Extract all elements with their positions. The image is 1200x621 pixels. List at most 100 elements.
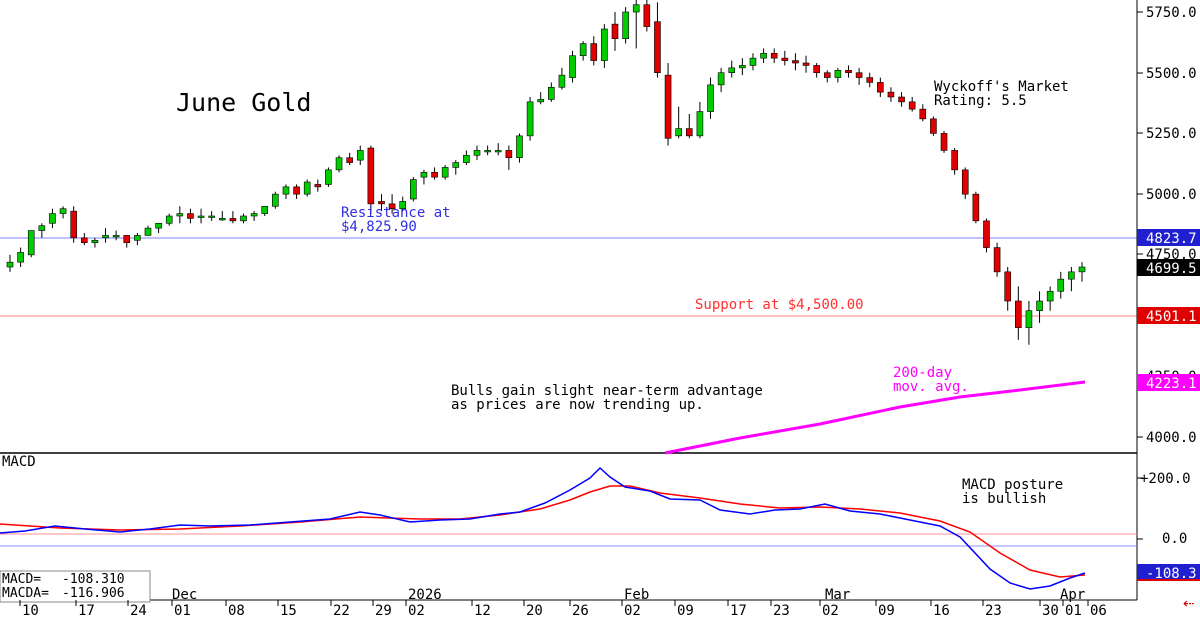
candle-body [197,215,205,218]
candle-body [792,60,799,64]
tick-label: 5250.0 [1146,126,1197,142]
date-label: 12 [474,603,491,619]
candle-body [102,235,109,239]
candle-body [654,21,661,74]
candle-body [1046,290,1054,302]
candle-body [165,215,173,224]
date-label: 16 [933,603,950,619]
candle-body [49,213,56,224]
candle-body [91,239,99,244]
price-badges: 4823.7 4699.5 4501.1 4223.1 [1137,229,1200,392]
price-ticks [1137,11,1143,438]
tick-label: 4000.0 [1146,430,1197,446]
macd-readout-box [0,570,151,603]
date-label: 22 [333,603,350,619]
candle-body [877,82,884,93]
candle-body [123,235,131,244]
candle-body [208,215,215,218]
candle-body [463,154,470,163]
candle-body [484,150,491,153]
date-label: 06 [1090,603,1107,619]
candle-body [643,4,651,27]
candle-body [505,150,513,159]
candle-body [410,179,417,200]
candle-body [770,52,778,59]
macda-readout-value: -116.906 [62,586,125,601]
candle-body [1057,278,1065,292]
macda-readout-label: MACDA= [2,586,49,601]
ma-200-line [664,380,1086,455]
candle-body [548,86,555,100]
candles [6,0,1086,345]
candle-body [441,167,449,178]
candle-body [272,193,279,207]
candle-body [802,62,810,66]
candle-body [38,225,46,231]
badge-last [1137,259,1200,276]
candle-body [1078,266,1086,273]
macd-tick-label: 0.0 [1162,531,1187,547]
candle-body [176,213,184,217]
candle-body [749,57,757,66]
tick-label: 5000.0 [1146,187,1197,203]
macd-note-line1: MACD posture [962,477,1063,493]
date-label: 29 [375,603,392,619]
candle-body [356,150,364,161]
candle-body [1015,300,1022,329]
candle-body [261,205,269,214]
badge-ma-text: 4223.1 [1146,376,1197,392]
candle-body [993,247,1001,273]
candle-body [1068,271,1075,280]
date-label: 01 [1065,603,1082,619]
candle-body [898,96,905,103]
date-label: 15 [280,603,297,619]
month-label: Feb [624,587,649,603]
candle-body [685,128,693,137]
month-label: Dec [172,587,197,603]
month-label: Mar [825,587,850,603]
date-label: 01 [174,603,191,619]
candle-body [378,201,385,205]
candle-body [229,218,237,222]
candle-body [17,252,24,263]
wyckoff-line1: Wyckoff's Market [934,79,1069,95]
candle-body [707,84,714,112]
ma-line1: 200-day [893,365,952,381]
macd-line [0,466,1086,590]
candle-body [187,213,194,219]
candle-body [516,135,523,159]
candle-body [951,150,958,171]
candle-body [558,74,566,88]
date-label: 10 [22,603,39,619]
candle-body [579,43,587,57]
candle-body [420,171,428,178]
bulls-line2: as prices are now trending up. [451,397,704,413]
date-label: 02 [624,603,641,619]
tick-label: 5750.0 [1146,5,1197,21]
date-label: 08 [228,603,245,619]
candle-body [919,108,927,120]
candle-body [590,43,598,61]
candle-body [855,72,863,78]
date-label: 02 [822,603,839,619]
resistance-line1: Resistance at [341,205,451,221]
tick-label: 5500.0 [1146,66,1197,82]
badge-ma [1137,374,1200,391]
candle-body [155,222,162,229]
candle-body [335,157,343,171]
candle-body [6,261,14,268]
candle-body [696,111,704,137]
date-label: 23 [985,603,1002,619]
date-label: 17 [730,603,747,619]
candle-body [346,157,353,163]
wyckoff-line2: Rating: 5.5 [934,93,1027,109]
left-arrow-icon[interactable]: ⇠ [1183,596,1195,612]
badge-last-text: 4699.5 [1146,261,1197,277]
candle-body [908,101,916,110]
candle-body [240,215,247,222]
chart-title: June Gold [176,88,311,117]
candle-body [325,169,332,185]
candle-body [845,69,852,74]
candle-body [717,72,725,86]
candle-body [282,186,290,195]
